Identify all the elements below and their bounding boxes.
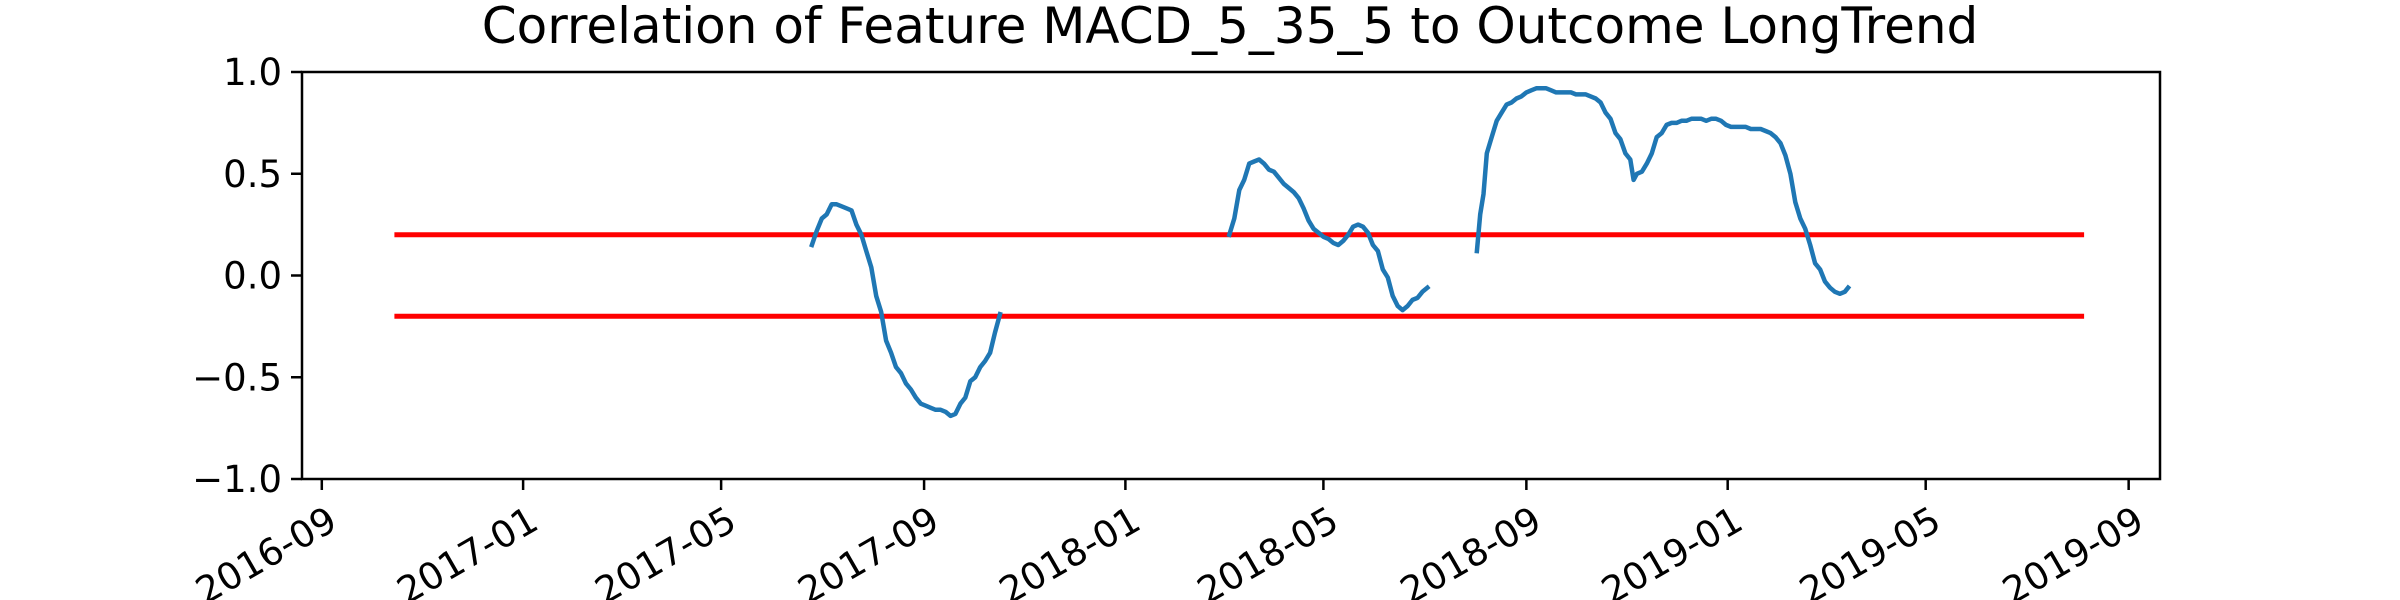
series-segment-2 [1226,157,1431,313]
x-tick-label: 2019-09 [1995,498,2150,600]
y-axis: −1.0 −0.5 0.0 0.5 1.0 [192,51,302,501]
x-tick-label: 2019-05 [1792,498,1947,600]
y-tick-label: 0.5 [223,153,282,196]
chart-title: Correlation of Feature MACD_5_35_5 to Ou… [482,0,1979,55]
plot-frame [300,70,2162,481]
x-tick-label: 2017-01 [390,498,545,600]
x-tick-label: 2017-09 [791,498,946,600]
series-segment-1 [809,202,1003,419]
y-tick-label: 1.0 [223,51,282,94]
x-tick-label: 2017-05 [588,498,743,600]
y-tick-label: 0.0 [223,255,282,298]
plot-area [394,86,2085,419]
y-tick-label: −1.0 [192,458,282,501]
x-tick-label: 2018-05 [1190,498,1345,600]
series-segment-3 [1474,86,1852,297]
correlation-series [809,86,1852,419]
y-tick-label: −0.5 [192,356,282,399]
x-tick-label: 2016-09 [189,498,344,600]
x-axis: 2016-09 2017-01 2017-05 2017-09 2018-01 2018-… [189,479,2151,600]
x-tick-label: 2019-01 [1594,498,1749,600]
x-tick-label: 2018-09 [1393,498,1548,600]
x-tick-label: 2018-01 [992,498,1147,600]
threshold-lines [394,232,2085,319]
